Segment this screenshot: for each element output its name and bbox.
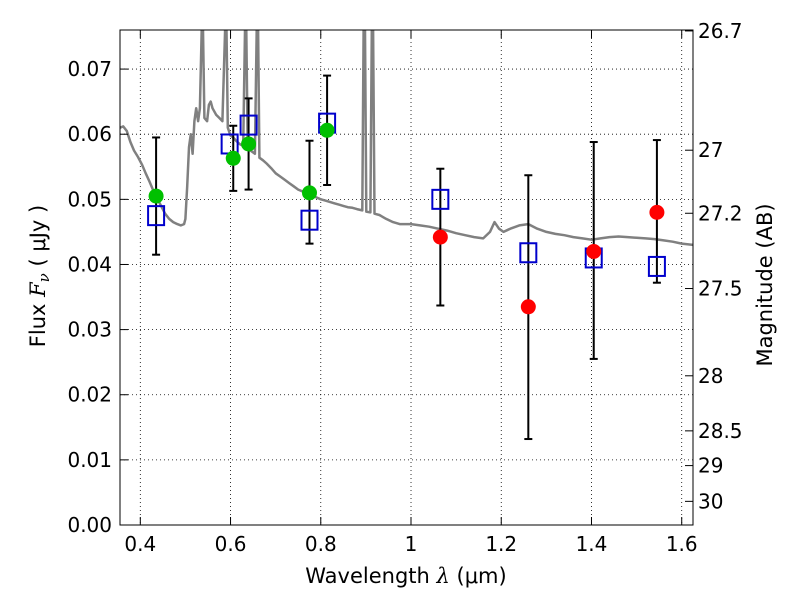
right-tick-label: 27 xyxy=(698,138,723,162)
y-axis-label-unit: ( μJy ) xyxy=(26,205,50,273)
observed-point xyxy=(301,185,317,201)
model-spectrum-layer xyxy=(120,30,693,247)
grid xyxy=(120,30,693,526)
observed-point xyxy=(225,150,241,166)
observed-point xyxy=(241,136,257,152)
x-tick-label: 1.4 xyxy=(576,532,608,556)
observed-point xyxy=(432,229,448,245)
x-tick-label: 0.6 xyxy=(215,532,247,556)
observed-point xyxy=(586,243,602,259)
x-axis-label: Wavelength λ (μm) xyxy=(305,564,506,588)
y-axis-ticks: 0.00 0.01 0.02 0.03 0.04 0.05 0.06 0.07 xyxy=(67,57,128,537)
model-point-square xyxy=(300,209,319,231)
model-point-square xyxy=(147,205,166,227)
x-tick-label: 0.4 xyxy=(124,532,156,556)
right-tick-label: 27.2 xyxy=(698,201,743,225)
y-tick-label: 0.06 xyxy=(67,122,112,146)
x-tick-label: 1 xyxy=(405,532,418,556)
y-tick-label: 0.03 xyxy=(67,318,112,342)
model-point-square xyxy=(239,114,258,136)
y-axis-label-symbol: F xyxy=(26,281,50,298)
right-axis-ticks: 26.7 27 27.2 27.5 28 28.5 29 30 xyxy=(685,19,743,513)
x-axis-ticks: 0.4 0.6 0.8 1 1.2 1.4 1.6 xyxy=(124,30,698,556)
observed-point xyxy=(148,188,164,204)
x-axis-label-prefix: Wavelength xyxy=(305,564,436,588)
data-markers xyxy=(147,112,666,315)
right-tick-label: 26.7 xyxy=(698,19,743,43)
right-tick-label: 27.5 xyxy=(698,277,743,301)
y-axis-label: Flux Fν ( μJy ) xyxy=(26,205,53,347)
y-tick-label: 0.05 xyxy=(67,187,112,211)
observed-point xyxy=(520,299,536,315)
observed-point xyxy=(649,204,665,220)
x-tick-label: 1.2 xyxy=(485,532,517,556)
plot-frame xyxy=(119,29,694,526)
model-point-square xyxy=(647,255,666,277)
y-tick-label: 0.04 xyxy=(67,252,112,276)
model-point-square xyxy=(431,188,450,210)
model-point-square xyxy=(519,242,538,264)
model-spectrum-line xyxy=(120,30,693,247)
x-axis-label-symbol: λ xyxy=(436,564,450,588)
right-tick-label: 28.5 xyxy=(698,419,743,443)
y-tick-label: 0.02 xyxy=(67,383,112,407)
x-tick-label: 1.6 xyxy=(666,532,698,556)
right-tick-label: 29 xyxy=(698,454,723,478)
right-tick-label: 30 xyxy=(698,489,723,513)
observed-point xyxy=(319,122,335,138)
x-axis-label-unit: (μm) xyxy=(450,564,507,588)
right-axis-label: Magnitude (AB) xyxy=(753,203,777,366)
y-axis-label-subscript: ν xyxy=(35,273,53,282)
plot-background xyxy=(120,30,693,525)
y-tick-label: 0.07 xyxy=(67,57,112,81)
y-tick-label: 0.01 xyxy=(67,448,112,472)
y-tick-label: 0.00 xyxy=(67,513,112,537)
right-tick-label: 28 xyxy=(698,364,723,388)
y-axis-label-prefix: Flux xyxy=(26,297,50,347)
x-tick-label: 0.8 xyxy=(305,532,337,556)
